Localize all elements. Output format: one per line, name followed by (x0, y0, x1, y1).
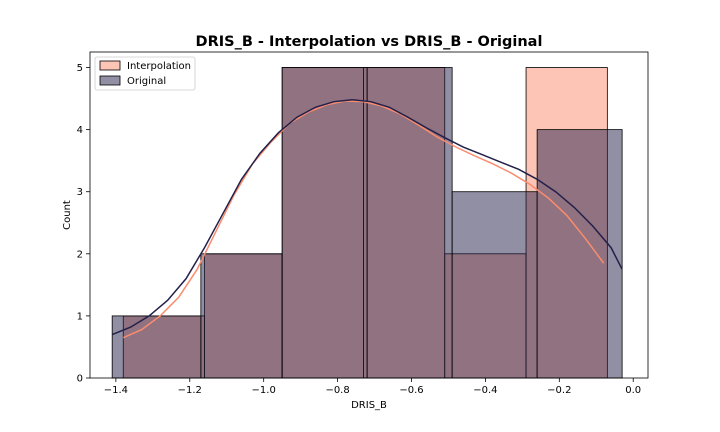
bar-original-1 (200, 253, 283, 379)
y-tick-label: 5 (77, 63, 83, 74)
legend-label-interpolation: Interpolation (127, 61, 191, 72)
x-axis-label: DRIS_B (351, 400, 387, 411)
bar-original-3 (366, 67, 453, 379)
x-tick-label: 0.0 (625, 385, 641, 396)
bar-original-0 (111, 315, 202, 379)
legend-swatch-interpolation (99, 60, 121, 71)
legend: Interpolation Original (94, 56, 196, 91)
y-tick-label: 0 (77, 374, 83, 385)
x-tick-label: −1.0 (252, 385, 276, 396)
y-axis: 0 1 2 3 4 5 (77, 63, 90, 385)
chart-title: DRIS_B - Interpolation vs DRIS_B - Origi… (196, 34, 543, 50)
legend-swatch-original (99, 75, 121, 86)
kde-layer (111, 99, 623, 339)
x-tick-label: −0.6 (399, 385, 423, 396)
y-tick-label: 4 (77, 125, 83, 136)
bar-original-4 (451, 191, 538, 379)
legend-label-original: Original (127, 76, 166, 87)
bar-original-2 (281, 67, 368, 379)
bar-original-5 (536, 129, 623, 379)
x-axis: −1.4 −1.2 −1.0 −0.8 −0.6 −0.4 −0.2 0.0 (104, 378, 641, 396)
kde-line-original (111, 99, 623, 336)
y-tick-label: 2 (77, 249, 83, 260)
y-axis-label: Count (62, 200, 73, 230)
y-tick-label: 3 (77, 187, 83, 198)
x-tick-label: −0.2 (547, 385, 571, 396)
plot-border (89, 51, 649, 379)
x-tick-label: −1.2 (178, 385, 202, 396)
x-tick-label: −1.4 (104, 385, 128, 396)
x-tick-label: −0.4 (473, 385, 497, 396)
y-tick-label: 1 (77, 311, 83, 322)
x-tick-label: −0.8 (325, 385, 349, 396)
